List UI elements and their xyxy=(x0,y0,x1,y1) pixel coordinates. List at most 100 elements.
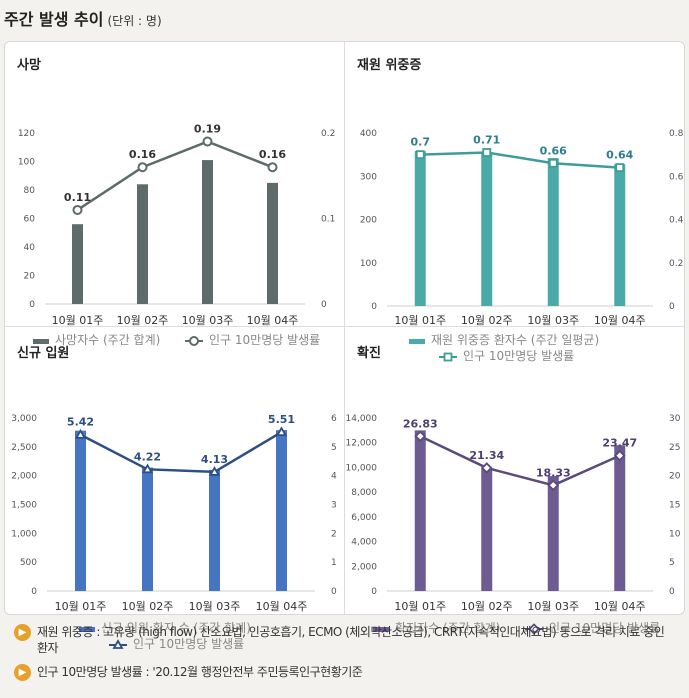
y2-tick-label: 0.2 xyxy=(669,259,683,269)
charts-panel: 사망 0 20 40 60 80 100 120 0 0.1 0.2 0.11 0.16 0.19 0.16… xyxy=(4,41,685,651)
y2-tick-label: 5 xyxy=(669,558,675,568)
data-label: 0.64 xyxy=(606,149,633,162)
data-label: 0.16 xyxy=(259,148,286,161)
notes-section: ▶ 재원 위중증 : 고유량 (high flow) 산소요법, 인공호흡기, … xyxy=(4,616,683,694)
y2-tick-label: 15 xyxy=(669,501,680,511)
y-tick-label: 6,000 xyxy=(351,513,377,523)
chart-title: 확진 xyxy=(357,345,381,361)
x-tick-label: 10월 04주 xyxy=(594,314,646,327)
rate-marker xyxy=(275,426,288,437)
rate-line xyxy=(79,431,283,474)
bar xyxy=(614,445,626,591)
page-title: 주간 발생 추이 (단위 : 명) xyxy=(4,6,162,30)
legend-bar-label: 사망자수 (주간 합계) xyxy=(55,333,160,347)
y-tick-label: 2,000 xyxy=(351,562,377,572)
legend-bar-swatch xyxy=(373,627,389,632)
rate-marker xyxy=(547,479,560,492)
legend-marker xyxy=(528,623,540,635)
chart-confirmed: 확진 0 2,000 4,000 6,000 8,000 10,000 12,000 14,00… xyxy=(346,345,681,635)
bar xyxy=(414,430,426,591)
legend-marker xyxy=(189,336,199,346)
y-tick-label: 0 xyxy=(29,300,35,310)
data-label: 21.34 xyxy=(469,449,504,462)
rate-marker xyxy=(415,150,425,160)
y2-tick-label: 0.2 xyxy=(321,129,335,139)
bar xyxy=(75,430,86,591)
bar xyxy=(547,476,559,591)
x-tick-label: 10월 03주 xyxy=(182,314,234,327)
rate-marker xyxy=(414,430,427,443)
rate-marker xyxy=(267,162,278,173)
bar xyxy=(614,164,626,306)
rate-marker xyxy=(208,466,221,476)
rate-marker xyxy=(482,148,492,157)
data-label: 4.22 xyxy=(134,450,161,463)
note-severe-definition: ▶ 재원 위중증 : 고유량 (high flow) 산소요법, 인공호흡기, … xyxy=(14,624,674,656)
legend-bar-swatch xyxy=(33,339,49,344)
x-tick-label: 10월 03주 xyxy=(189,600,241,613)
x-tick-label: 10월 02주 xyxy=(461,314,513,327)
data-label: 0.11 xyxy=(64,191,91,204)
page-title-text: 주간 발생 추이 xyxy=(4,10,104,29)
y-tick-label: 0 xyxy=(371,302,377,312)
y-tick-label: 3,000 xyxy=(11,414,37,424)
y-tick-label: 2,000 xyxy=(11,472,37,482)
rate-marker xyxy=(615,163,625,172)
chart-title: 신규 입원 xyxy=(17,346,69,361)
bar xyxy=(267,182,278,304)
data-label: 0.16 xyxy=(129,148,156,161)
rate-marker xyxy=(74,428,87,439)
y-tick-label: 20 xyxy=(24,272,36,282)
bar xyxy=(137,184,148,304)
y-tick-label: 100 xyxy=(360,259,377,269)
bar xyxy=(414,151,426,306)
data-label: 0.7 xyxy=(411,136,431,149)
legend-line-label: 인구 10만명당 발생률 xyxy=(133,637,244,651)
rate-marker xyxy=(480,462,493,474)
y2-tick-label: 30 xyxy=(669,414,681,424)
y-tick-label: 100 xyxy=(18,158,35,168)
data-label: 26.83 xyxy=(403,417,438,430)
bar xyxy=(547,158,559,306)
x-tick-label: 10월 04주 xyxy=(247,314,299,327)
data-label: 0.19 xyxy=(194,123,221,136)
x-tick-label: 10월 01주 xyxy=(52,314,104,327)
y2-tick-label: 10 xyxy=(669,529,681,539)
x-tick-label: 10월 02주 xyxy=(122,600,174,613)
y-tick-label: 8,000 xyxy=(351,488,377,498)
bar xyxy=(276,430,287,591)
y-tick-label: 10,000 xyxy=(346,463,378,473)
bar xyxy=(481,152,493,306)
y-tick-label: 1,500 xyxy=(11,501,37,511)
x-tick-label: 10월 03주 xyxy=(527,600,579,613)
legend-bar-label: 확진자수 (주간 합계) xyxy=(395,621,500,635)
legend-bar-label: 신규 입원 환자 수 (주간 합계) xyxy=(101,621,251,635)
y-tick-label: 80 xyxy=(24,186,36,196)
y-tick-label: 0 xyxy=(31,587,37,597)
bar xyxy=(202,160,213,304)
x-tick-label: 10월 02주 xyxy=(461,600,513,613)
y-tick-label: 4,000 xyxy=(351,538,377,548)
panel-divider-horizontal xyxy=(5,326,684,327)
x-tick-label: 10월 03주 xyxy=(527,314,579,327)
legend-marker xyxy=(112,639,124,649)
rate-line xyxy=(419,435,621,487)
speaker-icon: ▶ xyxy=(14,664,31,681)
y2-tick-label: 0.6 xyxy=(669,172,684,182)
y-tick-label: 500 xyxy=(20,558,37,568)
y2-tick-label: 3 xyxy=(331,501,337,511)
legend-bar-label: 재원 위중증 환자수 (주간 일평균) xyxy=(431,333,599,347)
rate-marker xyxy=(137,162,148,173)
data-label: 0.71 xyxy=(473,133,500,146)
y2-tick-label: 0 xyxy=(669,302,675,312)
x-tick-label: 10월 04주 xyxy=(594,600,646,613)
y2-tick-label: 25 xyxy=(669,443,680,453)
y2-tick-label: 1 xyxy=(331,558,337,568)
legend-bar-swatch xyxy=(409,339,425,344)
x-tick-label: 10월 04주 xyxy=(256,600,308,613)
y-tick-label: 40 xyxy=(24,243,36,253)
x-tick-label: 10월 01주 xyxy=(55,600,107,613)
y-tick-label: 12,000 xyxy=(346,439,378,449)
y2-tick-label: 0 xyxy=(321,300,327,310)
y-tick-label: 1,000 xyxy=(11,529,37,539)
